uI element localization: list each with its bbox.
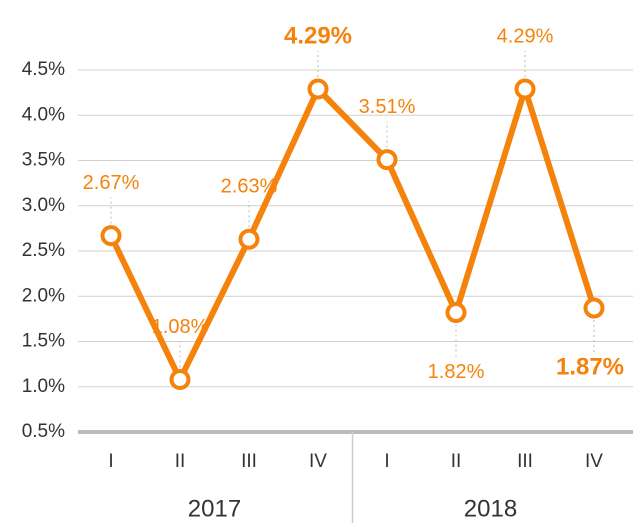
y-tick-label: 4.5%	[22, 59, 65, 80]
x-tick-label: III	[517, 451, 533, 472]
value-label: 3.51%	[359, 96, 416, 118]
line	[108, 86, 597, 383]
x-tick-label: II	[175, 451, 186, 472]
group-label: 2018	[464, 495, 517, 522]
point	[583, 297, 605, 319]
group-label: 2017	[188, 495, 241, 522]
point	[238, 228, 260, 250]
y-tick-label: 3.5%	[22, 150, 65, 171]
x-tick-label: I	[384, 451, 389, 472]
y-tick-label: 2.0%	[22, 285, 65, 306]
y-tick-label: 1.0%	[22, 376, 65, 397]
point	[169, 369, 191, 391]
x-tick-label: IV	[585, 451, 603, 472]
value-label: 1.82%	[428, 361, 485, 383]
point	[445, 302, 467, 324]
value-label: 4.29%	[497, 25, 554, 47]
value-label: 2.63%	[221, 176, 278, 198]
value-label: 4.29%	[284, 22, 352, 49]
x-tick-label: II	[451, 451, 462, 472]
y-tick-label: 3.0%	[22, 195, 65, 216]
value-label: 2.67%	[83, 172, 140, 194]
value-label: 1.08%	[152, 316, 209, 338]
x-tick-label: IV	[309, 451, 327, 472]
point	[376, 149, 398, 171]
x-tick-label: III	[241, 451, 257, 472]
value-label: 1.87%	[556, 353, 624, 380]
y-tick-label: 0.5%	[22, 421, 65, 442]
y-tick-label: 2.5%	[22, 240, 65, 261]
point	[514, 78, 536, 100]
point	[100, 225, 122, 247]
x-tick-label: I	[108, 451, 113, 472]
y-tick-label: 1.5%	[22, 331, 65, 352]
y-tick-label: 4.0%	[22, 104, 65, 125]
point	[307, 78, 329, 100]
